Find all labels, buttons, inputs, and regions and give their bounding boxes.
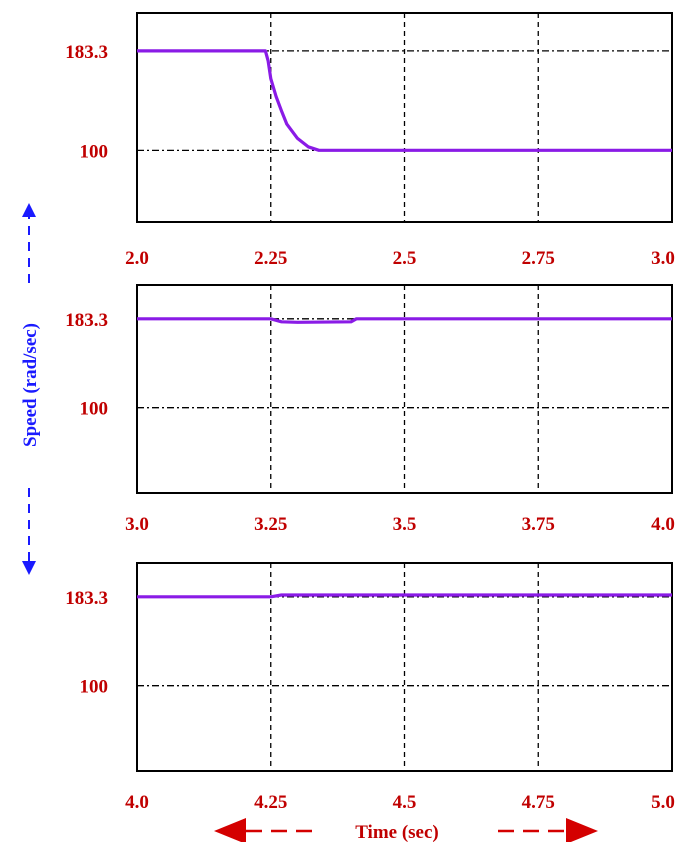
x-tick-label: 3.0 [125,514,149,535]
x-tick-label: 3.5 [393,514,417,535]
series-line [137,593,672,599]
x-tick-label: 4.0 [651,514,675,535]
x-axis-label: Time (sec) [355,822,439,842]
x-arrow-right-head [566,818,598,842]
x-tick-label: 4.75 [522,792,555,813]
y-tick-label: 100 [80,399,109,420]
x-tick-label: 3.0 [651,248,675,269]
y-axis-label: Speed (rad/sec) [20,323,41,447]
y-tick-label: 183.3 [65,310,108,331]
y-tick-label: 100 [80,141,109,162]
y-tick-label: 183.3 [65,42,108,63]
x-tick-label: 4.5 [393,792,417,813]
x-arrow-left-head [214,818,246,842]
y-tick-label: 100 [80,677,109,698]
x-axis-label-group: Time (sec) [214,818,598,842]
x-tick-label: 4.25 [254,792,287,813]
y-axis-label-group: Speed (rad/sec) [20,203,41,575]
x-tick-label: 2.0 [125,248,149,269]
y-tick-label: 183.3 [65,588,108,609]
panel-1: 183.3 100 2.0 2.25 2.5 2.75 3.0 [65,12,675,269]
panels: 183.3 100 2.0 2.25 2.5 2.75 3.0 183.3 100 3.0 3.25… [65,12,675,813]
x-tick-label: 5.0 [651,792,675,813]
x-tick-label: 2.5 [393,248,417,269]
x-tick-label: 2.25 [254,248,287,269]
panel-2: 183.3 100 3.0 3.25 3.5 3.75 4.0 [65,284,675,535]
x-tick-label: 3.25 [254,514,287,535]
x-tick-label: 3.75 [522,514,555,535]
series-line [137,49,672,152]
panel-3: 183.3 100 4.0 4.25 4.5 4.75 5.0 [65,562,675,813]
series-line [137,317,672,324]
x-tick-label: 2.75 [522,248,555,269]
x-tick-label: 4.0 [125,792,149,813]
